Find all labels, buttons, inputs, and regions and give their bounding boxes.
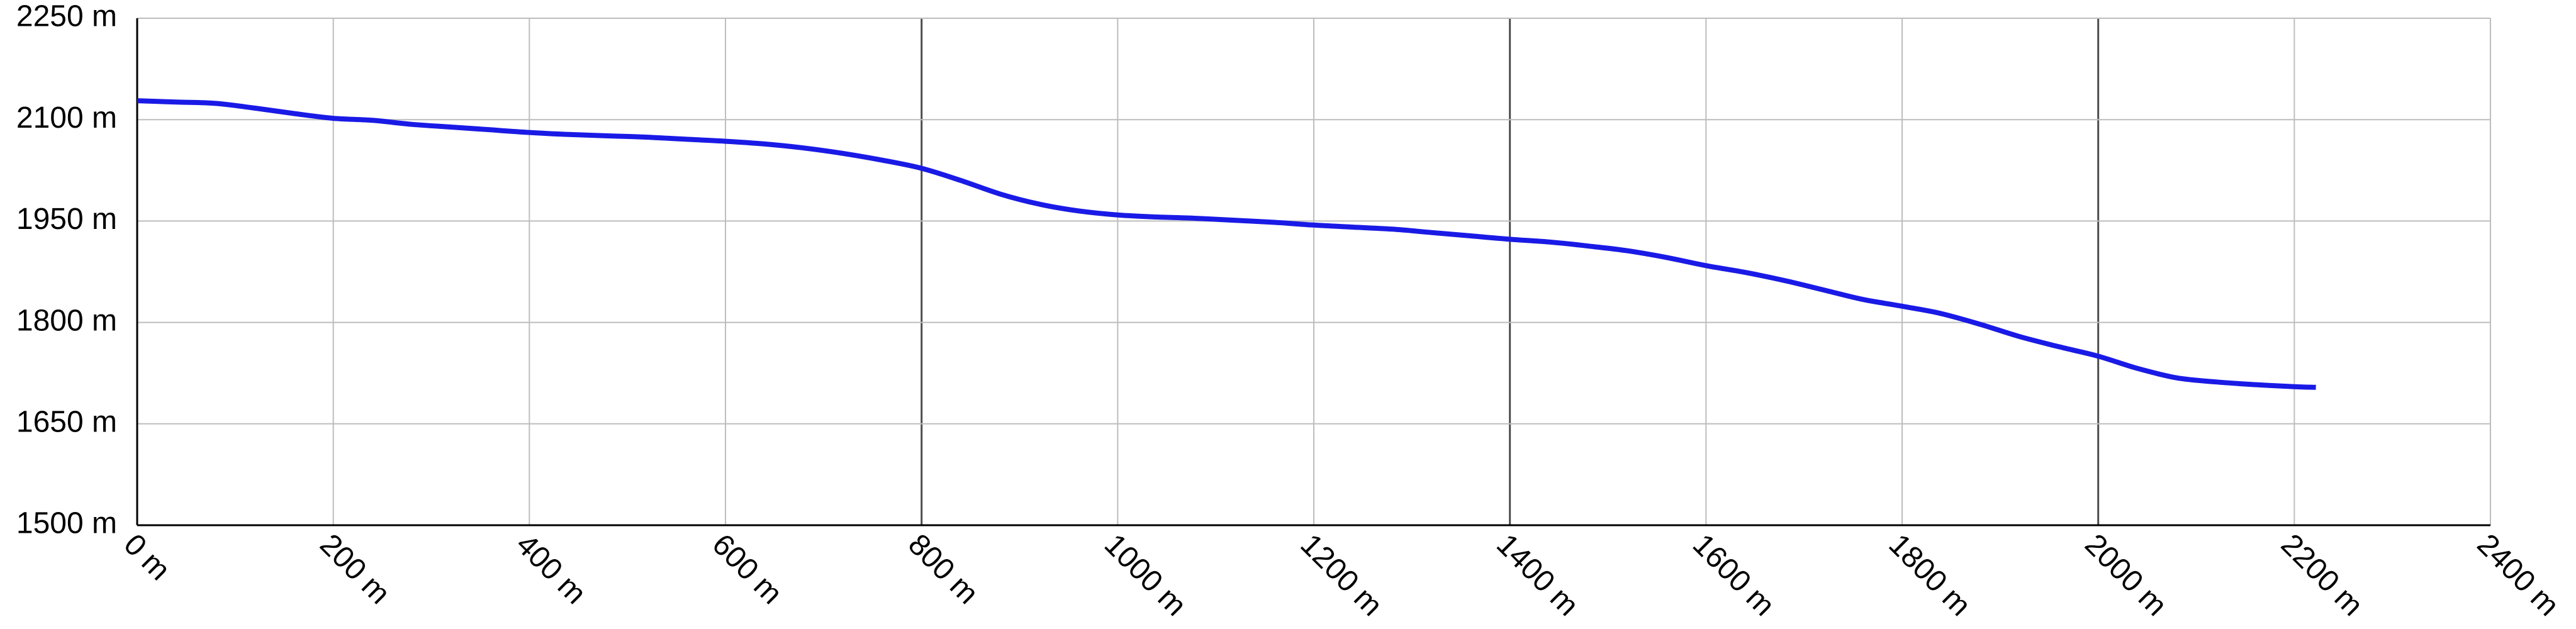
x-tick-label: 1200 m: [1294, 528, 1389, 623]
y-tick-label: 2100 m: [16, 101, 117, 135]
y-tick-label: 1800 m: [16, 304, 117, 337]
x-tick-label: 1600 m: [1686, 528, 1781, 623]
x-tick-label: 0 m: [117, 528, 176, 587]
y-tick-label: 1950 m: [16, 203, 117, 236]
x-tick-label: 600 m: [705, 528, 788, 611]
x-tick-label: 2000 m: [2078, 528, 2173, 623]
x-tick-label: 2400 m: [2470, 528, 2565, 623]
x-tick-label: 2200 m: [2275, 528, 2370, 623]
x-tick-label: 1400 m: [1490, 528, 1585, 623]
x-tick-label: 1800 m: [1882, 528, 1977, 623]
x-tick-label: 400 m: [510, 528, 593, 611]
y-tick-label: 1650 m: [16, 405, 117, 438]
y-axis-tick-labels: 1500 m 1650 m 1800 m 1950 m 2100 m 2250 m: [16, 0, 117, 540]
y-tick-label: 1500 m: [16, 507, 117, 540]
x-axis-tick-labels: 0 m 200 m 400 m 600 m 800 m 1000 m 1200 m 1400 …: [117, 528, 2565, 623]
elevation-series-line: [137, 98, 2316, 390]
series-layer: [137, 98, 2316, 390]
grid: [136, 18, 2491, 526]
y-tick-label: 2250 m: [16, 0, 117, 33]
x-tick-label: 800 m: [902, 528, 985, 611]
x-tick-label: 200 m: [313, 528, 396, 611]
x-tick-label: 1000 m: [1098, 528, 1193, 623]
